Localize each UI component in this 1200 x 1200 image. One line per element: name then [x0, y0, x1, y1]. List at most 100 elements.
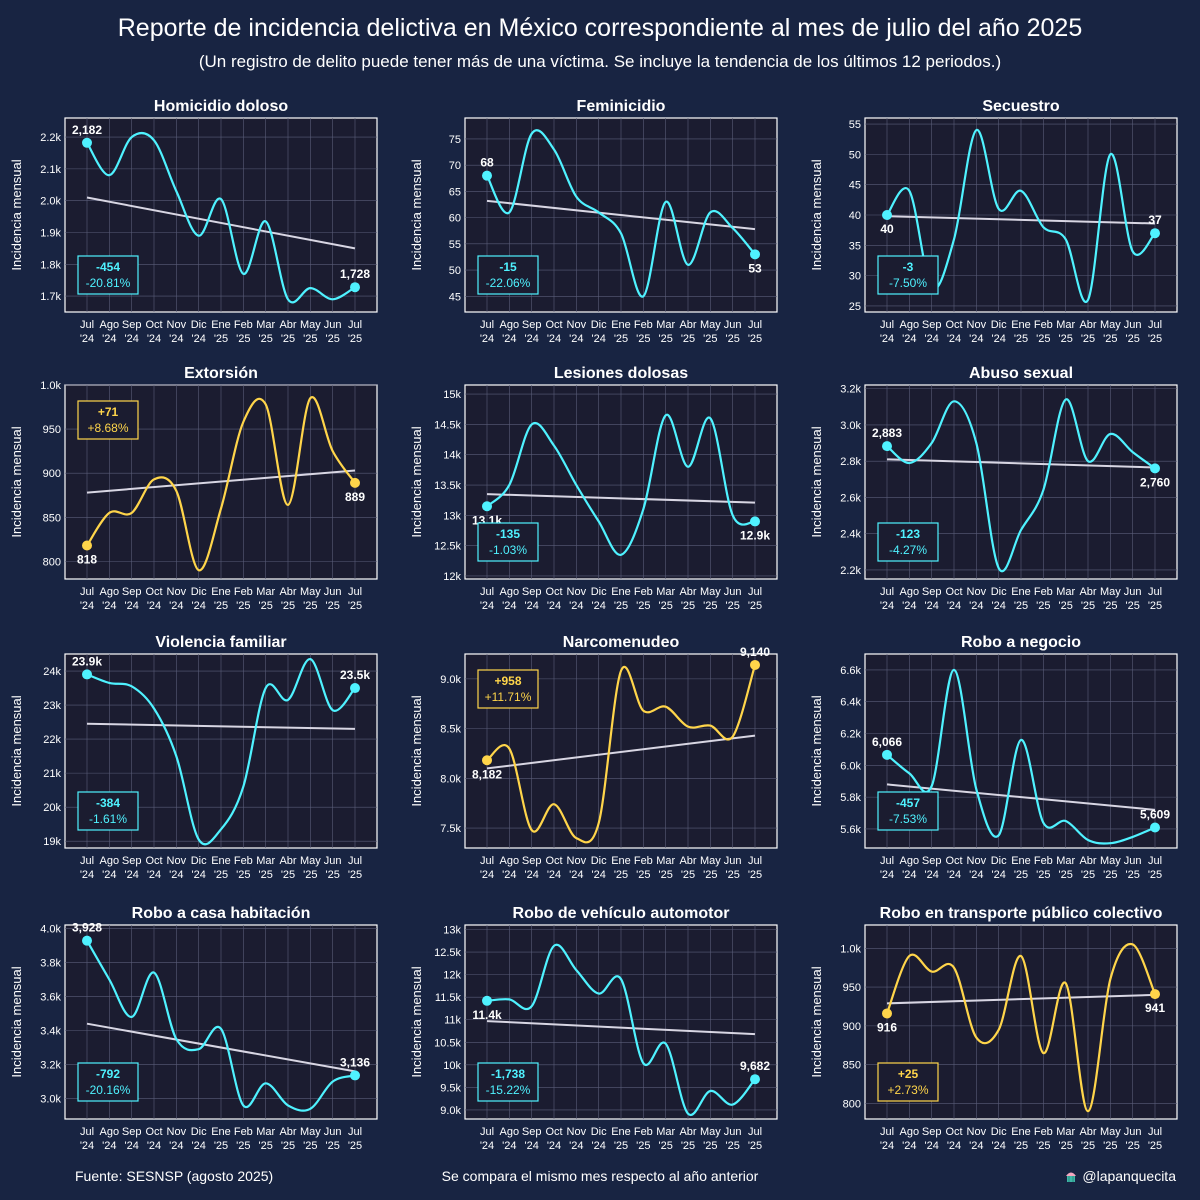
x-tick-label-year: '25 [1036, 1140, 1050, 1152]
last-value-label: 1,728 [340, 267, 370, 281]
data-point-last [350, 282, 360, 293]
x-tick-label-year: '25 [348, 869, 362, 881]
x-tick-label-month: Ago [100, 319, 120, 331]
x-tick-label-month: Sep [522, 1126, 542, 1138]
x-tick-label-month: Feb [1034, 1126, 1053, 1138]
x-tick-label-month: Oct [145, 855, 162, 867]
x-tick-label-year: '25 [236, 333, 250, 345]
x-tick-label-year: '24 [102, 1140, 116, 1152]
y-axis-label: Incidencia mensual [409, 426, 424, 537]
x-tick-label-month: Jun [724, 855, 742, 867]
x-tick-label-month: Jul [80, 586, 94, 598]
x-tick-label-year: '25 [614, 1140, 628, 1152]
x-tick-label-year: '24 [124, 600, 138, 612]
x-tick-label-year: '25 [658, 333, 672, 345]
data-point-first [82, 540, 92, 551]
x-tick-label-year: '24 [169, 333, 183, 345]
x-tick-label-year: '24 [969, 600, 983, 612]
series-line [885, 942, 1157, 1113]
x-tick-label-year: '25 [1103, 1140, 1117, 1152]
y-tick-label: 24k [43, 666, 61, 678]
series-line [886, 398, 1156, 573]
x-tick-label-year: '24 [480, 1140, 494, 1152]
x-tick-label-year: '24 [902, 600, 916, 612]
x-tick-label-year: '24 [591, 869, 605, 881]
x-tick-label-year: '24 [991, 1140, 1005, 1152]
x-tick-label-month: Ene [1011, 586, 1031, 598]
y-tick-label: 8.5k [440, 724, 461, 736]
y-tick-label: 2.1k [40, 164, 61, 176]
y-tick-label: 8.0k [440, 773, 461, 785]
y-tick-label: 35 [849, 240, 861, 252]
x-tick-label-month: Oct [945, 855, 962, 867]
y-tick-label: 20k [43, 802, 61, 814]
x-tick-label-year: '25 [748, 333, 762, 345]
x-tick-label-year: '25 [614, 869, 628, 881]
x-tick-label-month: Feb [634, 319, 653, 331]
chart-3: Secuestro 25 30 35 40 45 50 55 Jul '24 Ago '24 Sep '2… [809, 98, 1178, 345]
data-point-first [482, 501, 492, 512]
y-axis-label: Incidencia mensual [409, 966, 424, 1077]
x-tick-label-month: Jun [324, 1126, 342, 1138]
x-tick-label-month: Dic [991, 319, 1007, 331]
y-tick-label: 65 [449, 186, 461, 198]
x-tick-label-year: '24 [902, 1140, 916, 1152]
x-tick-label-month: Jun [1124, 855, 1142, 867]
y-tick-label: 6.6k [840, 665, 861, 677]
x-tick-label-year: '24 [569, 600, 583, 612]
x-tick-label-month: Ago [500, 1126, 520, 1138]
x-tick-label-year: '25 [1014, 869, 1028, 881]
chart-title: Lesiones dolosas [554, 365, 688, 382]
x-tick-label-year: '24 [147, 1140, 161, 1152]
last-value-label: 53 [748, 261, 762, 275]
x-tick-label-month: Jun [1124, 586, 1142, 598]
data-point-first [482, 995, 492, 1006]
x-tick-label-month: Dic [591, 319, 607, 331]
x-tick-label-month: Jul [1148, 586, 1162, 598]
chart-8: Narcomenudeo 7.5k 8.0k 8.5k 9.0k Jul '24 Ago '24… [409, 634, 778, 881]
y-tick-label: 13k [443, 925, 461, 937]
chart-title: Extorsión [184, 365, 258, 382]
chart-title: Violencia familiar [155, 634, 286, 651]
x-tick-label-month: Sep [922, 586, 942, 598]
x-tick-label-year: '25 [703, 333, 717, 345]
trend-line [886, 458, 1156, 469]
x-tick-label-month: Sep [122, 855, 142, 867]
y-tick-label: 40 [849, 210, 861, 222]
last-value-label: 12.9k [740, 528, 770, 542]
first-value-label: 916 [877, 1020, 897, 1034]
charts-grid: Homicidio doloso 1.7k 1.8k 1.9k 2.0k 2.1k 2.2k… [9, 98, 1178, 1152]
data-point-first [482, 170, 492, 181]
x-tick-label-month: Jun [724, 1126, 742, 1138]
y-tick-label: 5.6k [840, 824, 861, 836]
change-box [77, 400, 139, 440]
x-tick-label-year: '25 [681, 1140, 695, 1152]
x-tick-label-year: '24 [102, 869, 116, 881]
last-value-label: 23.5k [340, 668, 370, 682]
change-box [877, 522, 939, 562]
x-tick-label-year: '24 [147, 869, 161, 881]
x-tick-label-month: Dic [591, 855, 607, 867]
y-tick-label: 9.5k [440, 1082, 461, 1094]
x-tick-label-year: '25 [1125, 869, 1139, 881]
x-tick-label-year: '25 [1036, 333, 1050, 345]
y-tick-label: 6.2k [840, 729, 861, 741]
x-tick-label-year: '24 [191, 1140, 205, 1152]
x-tick-label-month: Dic [191, 1126, 207, 1138]
x-tick-label-year: '24 [524, 600, 538, 612]
x-tick-label-month: Oct [545, 1126, 562, 1138]
x-tick-label-year: '25 [325, 1140, 339, 1152]
x-tick-label-year: '25 [725, 869, 739, 881]
y-tick-label: 22k [43, 734, 61, 746]
x-tick-label-year: '25 [1081, 869, 1095, 881]
x-tick-label-year: '25 [1081, 600, 1095, 612]
first-value-label: 818 [77, 552, 97, 566]
y-tick-label: 4.0k [40, 923, 61, 935]
x-tick-label-month: Abr [279, 1126, 296, 1138]
x-tick-label-year: '25 [236, 1140, 250, 1152]
y-tick-label: 30 [849, 271, 861, 283]
series-line [86, 132, 356, 304]
x-tick-label-month: Mar [656, 319, 675, 331]
footer-credit-label: @lapanquecita [1082, 1168, 1176, 1184]
x-tick-label-month: May [300, 319, 321, 331]
